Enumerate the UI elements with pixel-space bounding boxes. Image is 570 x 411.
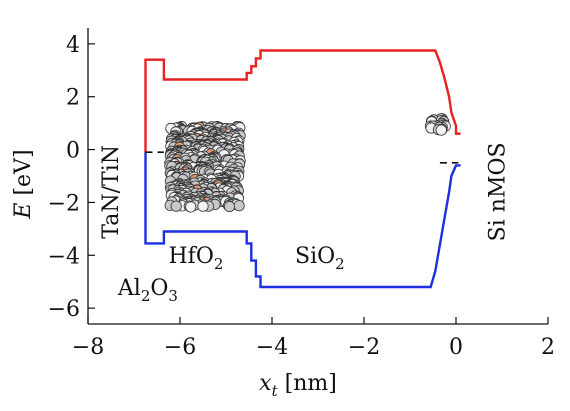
atom: [170, 200, 182, 212]
conduction-band-line: [144, 49, 461, 153]
y-tick-label: 2: [66, 86, 80, 111]
band-lines: [144, 49, 461, 289]
y-tick-label: −2: [48, 191, 80, 216]
x-tick-label: −8: [72, 335, 104, 360]
y-axis-label: E [eV]: [11, 149, 36, 219]
al2o3-label: Al2O3: [117, 276, 178, 305]
atom: [435, 124, 447, 136]
x-tick-label: −2: [348, 335, 380, 360]
axis-labels: xt [nm] E [eV]: [11, 149, 337, 400]
axes: −6 −4 −2 0 2 4 −8 −6 −4 −2 0 2: [48, 28, 555, 360]
si-label: Si nMOS: [485, 142, 510, 241]
annotations: TaN/TiN HfO2 SiO2 Al2O3 Si nMOS: [99, 142, 510, 305]
gate-label: TaN/TiN: [99, 145, 124, 239]
atom: [197, 200, 209, 212]
x-axis-label: xt [nm]: [259, 371, 337, 400]
x-tick-label: 0: [449, 335, 463, 360]
y-tick-label: −4: [48, 244, 80, 269]
hfo2-label: HfO2: [169, 244, 224, 273]
y-tick-label: −6: [48, 297, 80, 322]
sio2-label: SiO2: [295, 244, 345, 273]
valence-band-line: [144, 152, 461, 289]
x-tick-label: 2: [541, 335, 555, 360]
atom: [233, 200, 245, 212]
y-tick-label: 4: [66, 33, 80, 58]
hfo2-atom-cluster: [164, 121, 246, 213]
atom-clusters: [164, 113, 451, 213]
atom: [185, 201, 197, 213]
atom: [223, 201, 236, 213]
x-tick-label: −6: [164, 335, 196, 360]
y-tick-label: 0: [66, 139, 80, 164]
x-tick-label: −4: [256, 335, 288, 360]
si-atom-cluster: [424, 113, 451, 136]
